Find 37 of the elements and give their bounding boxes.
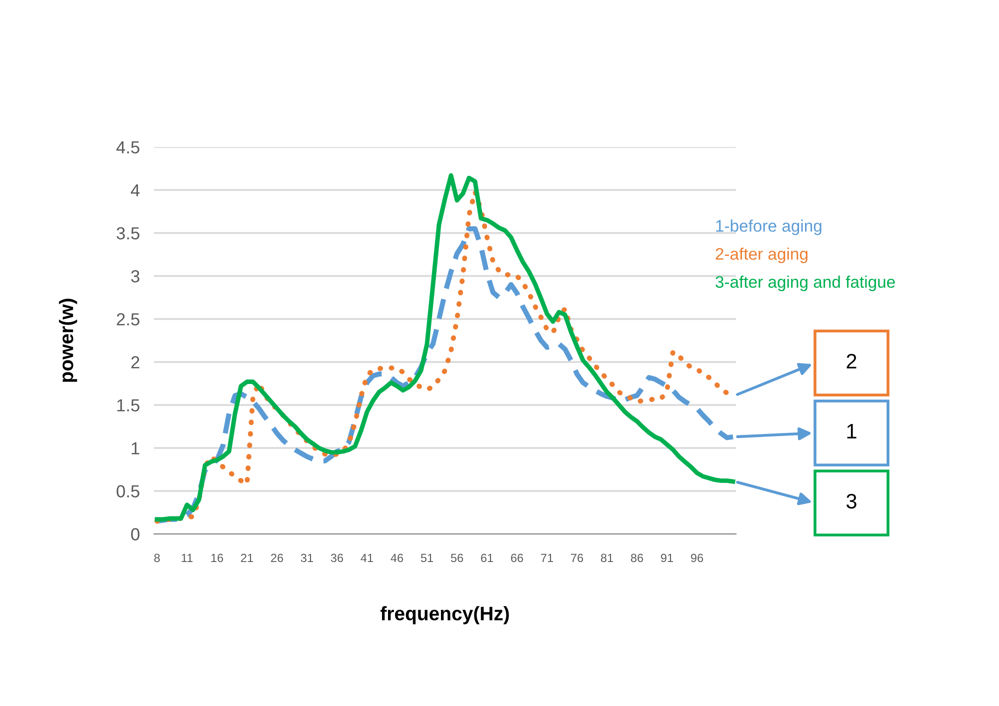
x-tick-label: 66 [511, 554, 524, 562]
y-tick-label: 0.5 [116, 485, 140, 498]
x-axis-title: frequency(Hz) [380, 606, 509, 624]
y-tick-label: 4.5 [116, 141, 140, 154]
x-tick-label: 81 [600, 554, 613, 562]
text: 3-after aging and fatigue [716, 276, 895, 292]
x-tick-label: 71 [541, 554, 553, 562]
y-tick-label: 0 [131, 528, 140, 540]
x-tick-label: 46 [390, 554, 404, 562]
x-tick-label: 86 [630, 554, 644, 562]
x-tick-label: 8 [154, 554, 160, 562]
y-tick-label: 3.5 [116, 227, 140, 240]
y-axis-title: power(w) [58, 298, 78, 382]
x-tick-label: 96 [690, 554, 704, 562]
text: 2-after aging [716, 248, 808, 264]
x-tick-label: 26 [271, 554, 284, 562]
text: 1-before aging [716, 220, 822, 236]
y-tick-label: 4 [130, 184, 140, 196]
x-tick-label: 56 [450, 554, 464, 562]
y-tick-label: 1 [132, 442, 140, 454]
x-tick-label: 31 [300, 554, 313, 562]
x-tick-label: 11 [182, 554, 193, 562]
x-tick-label: 36 [330, 554, 344, 562]
x-tick-label: 91 [660, 554, 673, 562]
y-tick-label: 2.5 [116, 313, 140, 326]
y-tick-label: 1.5 [117, 399, 140, 412]
x-tick-label: 76 [571, 554, 584, 562]
y-tick-label: 2 [131, 356, 140, 368]
x-tick-label: 61 [481, 554, 493, 562]
x-tick-label: 16 [211, 554, 224, 562]
text: 3 [846, 494, 856, 509]
y-tick-label: 3 [131, 270, 140, 282]
text: 1 [847, 424, 856, 438]
x-tick-label: 51 [420, 554, 433, 562]
x-tick-label: 41 [360, 554, 373, 562]
text: 2 [846, 354, 856, 368]
x-tick-label: 21 [241, 554, 253, 562]
